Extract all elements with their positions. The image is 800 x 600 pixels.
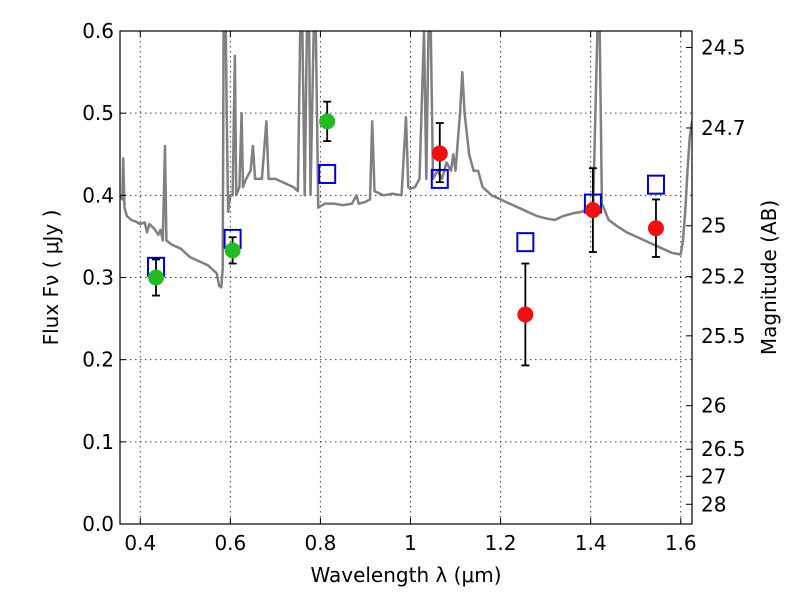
right-tick-label: 27 [701, 464, 726, 488]
observed-flux-point [584, 202, 601, 219]
model-flux-square [646, 174, 665, 195]
x-tick-label: 0.4 [124, 531, 156, 555]
y-tick-label: 0.0 [82, 512, 114, 536]
right-tick-label: 26 [701, 394, 726, 418]
y-tick-label: 0.6 [82, 19, 114, 43]
right-tick-label: 28 [701, 492, 726, 516]
y-tick-label: 0.3 [82, 266, 114, 290]
axis-ticks: 0.4 0.6 0.8 1 1.2 1.4 1.6 0.0 0.1 0.2 0.3 0.4 0.5 0.6… [82, 19, 745, 555]
right-axis-title: Magnitude (AB) [757, 200, 781, 355]
observed-flux-point [224, 242, 241, 259]
grid [120, 30, 692, 525]
x-axis-title: Wavelength λ (μm) [310, 563, 501, 587]
y-tick-label: 0.2 [82, 348, 114, 372]
right-tick-label: 25 [701, 214, 726, 238]
y-axis-title: Flux Fν ( μJy ) [39, 210, 63, 346]
x-tick-label: 1 [404, 531, 417, 555]
x-tick-label: 1.4 [575, 531, 607, 555]
model-flux-square [516, 232, 535, 253]
model-flux-square [318, 163, 337, 184]
data-markers [147, 100, 665, 367]
model-spectrum [120, 31, 692, 289]
y-tick-label: 0.4 [82, 183, 114, 207]
y-tick-label: 0.5 [82, 101, 114, 125]
observed-flux-point [319, 113, 336, 130]
observed-flux-point [647, 220, 664, 237]
x-tick-label: 1.6 [665, 531, 697, 555]
right-tick-label: 24.5 [701, 35, 746, 59]
observed-flux-point [517, 306, 534, 323]
y-tick-label: 0.1 [82, 430, 114, 454]
right-tick-label: 26.5 [701, 437, 746, 461]
x-tick-label: 0.8 [305, 531, 337, 555]
observed-flux-point [431, 145, 448, 162]
right-tick-label: 25.2 [701, 265, 746, 289]
sed-line [120, 31, 692, 289]
observed-flux-point [148, 269, 165, 286]
x-tick-label: 0.6 [214, 531, 246, 555]
right-tick-label: 24.7 [701, 116, 746, 140]
right-tick-label: 25.5 [701, 324, 746, 348]
x-tick-label: 1.2 [485, 531, 517, 555]
